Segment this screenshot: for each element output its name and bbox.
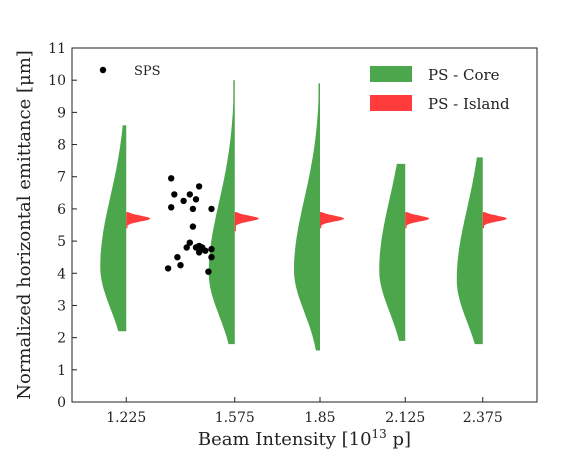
x-axis-label-main: Beam Intensity [10 (198, 429, 372, 450)
legend-swatch-core (370, 66, 412, 82)
sps-point (195, 249, 203, 256)
y-tick-label: 2 (57, 331, 66, 347)
sps-legend-marker (99, 66, 107, 74)
core-violin-0 (100, 125, 127, 332)
y-tick-label: 3 (57, 298, 66, 314)
sps-point (192, 196, 200, 203)
y-tick-label: 11 (48, 41, 66, 57)
island-violin-4 (482, 212, 507, 229)
sps-point (183, 244, 190, 251)
sps-point (180, 197, 187, 205)
legend: PS - Core PS - Island (370, 66, 510, 113)
sps-point (186, 239, 193, 246)
sps-legend-label: SPS (134, 64, 161, 79)
y-axis-label: Normalized horizontal emittance [μm] (14, 50, 35, 400)
legend-swatch-island (370, 95, 412, 111)
sps-point (164, 265, 172, 272)
sps-point (208, 245, 215, 253)
sps-point (186, 191, 193, 198)
y-tick-label: 0 (57, 395, 66, 411)
sps-point (195, 183, 203, 190)
sps-point (168, 204, 175, 211)
sps-legend: SPS (99, 64, 161, 79)
x-tick-label: 1.225 (106, 410, 146, 426)
island-violin-1 (234, 212, 259, 232)
core-violin-3 (379, 163, 406, 341)
y-tick-label: 1 (57, 363, 66, 379)
sps-point (205, 268, 212, 275)
x-tick-label: 1.85 (304, 410, 335, 426)
x-axis-label-exponent: 13 (372, 427, 387, 441)
island-violin-0 (126, 212, 151, 229)
sps-point (199, 244, 206, 251)
x-axis-label: Beam Intensity [1013 p] (198, 427, 411, 450)
island-violin-2 (320, 212, 344, 229)
x-tick-label: 1.575 (215, 410, 255, 426)
legend-label-island: PS - Island (428, 95, 510, 113)
y-tick-label: 4 (57, 266, 66, 282)
sps-point (171, 191, 178, 198)
sps-point (208, 205, 215, 213)
y-tick-label: 6 (57, 202, 66, 218)
sps-point (174, 254, 181, 261)
x-axis-label-unit: p] (387, 429, 411, 450)
sps-point (189, 223, 197, 230)
y-tick-label: 5 (57, 234, 66, 250)
plot-area (100, 80, 507, 351)
y-tick-label: 8 (57, 138, 66, 154)
sps-point (189, 205, 197, 213)
axis-ticks: 0 1 2 3 4 5 6 7 8 9 10 11 1.225 1.575 1.85 2.125 2.375 (48, 41, 503, 426)
sps-point (177, 262, 184, 269)
x-tick-label: 2.125 (385, 410, 425, 426)
x-tick-label: 2.375 (463, 410, 503, 426)
legend-label-core: PS - Core (428, 66, 500, 84)
y-tick-label: 7 (57, 170, 66, 186)
sps-point (208, 254, 215, 261)
island-violin-3 (405, 212, 430, 229)
y-tick-label: 9 (57, 105, 66, 121)
core-violin-4 (456, 157, 483, 345)
y-tick-label: 10 (48, 73, 66, 89)
plot-frame (71, 47, 538, 403)
sps-point (168, 175, 175, 182)
core-violin-1 (208, 80, 235, 345)
core-violin-2 (294, 83, 320, 351)
